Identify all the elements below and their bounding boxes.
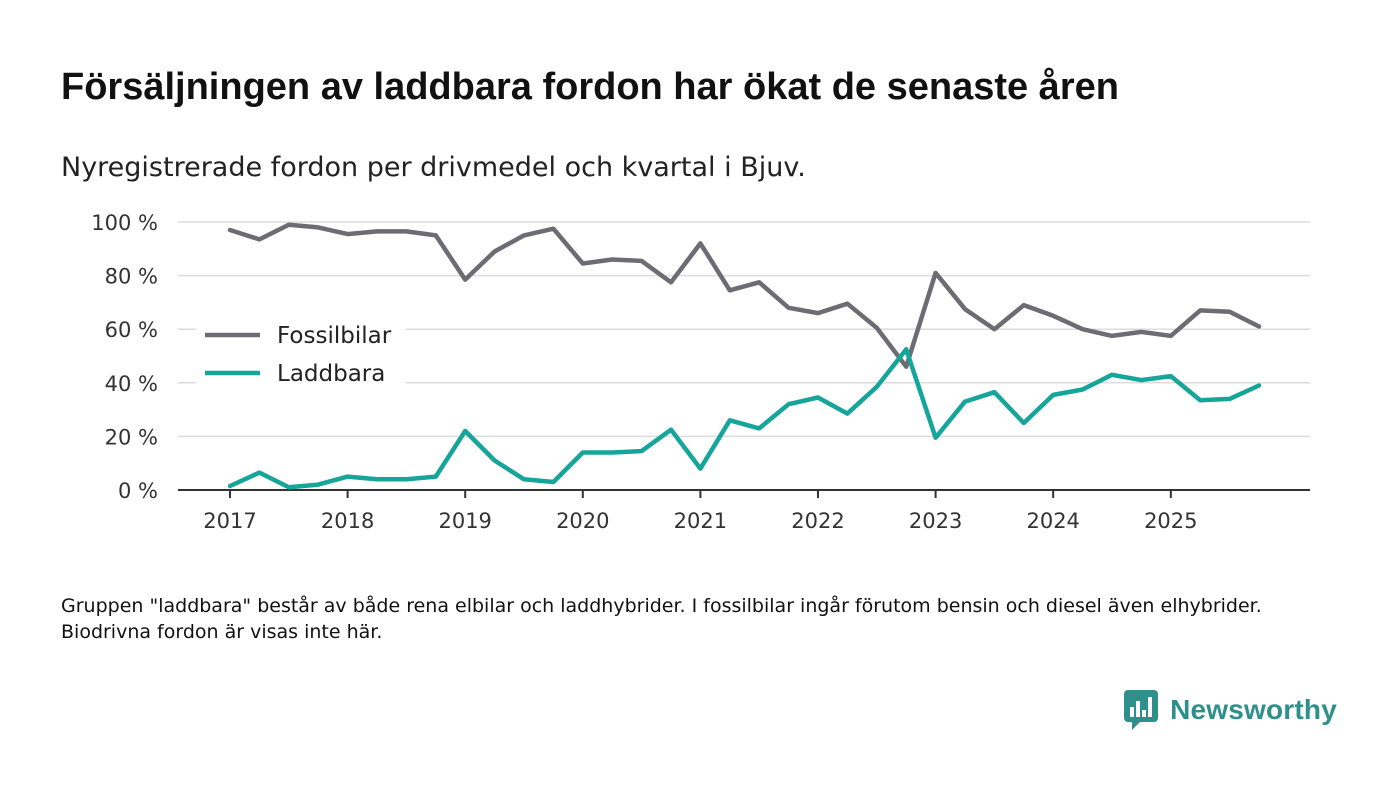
legend-background: [196, 312, 406, 394]
x-tick-label-2024: 2024: [1026, 509, 1079, 533]
x-tick-label-2017: 2017: [203, 509, 256, 533]
x-tick-label-2019: 2019: [438, 509, 491, 533]
y-tick-label-40: 40 %: [105, 372, 158, 396]
y-tick-label-80: 80 %: [105, 265, 158, 289]
brand-name: Newsworthy: [1170, 694, 1337, 725]
gridlines: [178, 221, 1310, 491]
x-axis-ticks: 2017 2018 2019 2020 2021 2022 2023 2024 2025: [203, 490, 1198, 533]
series-line-fossilbilar: [227, 222, 1262, 369]
y-tick-label-100: 100 %: [91, 211, 158, 235]
chart-title: Försäljningen av laddbara fordon har öka…: [61, 66, 1119, 108]
y-tick-label-60: 60 %: [105, 318, 158, 342]
legend: Fossilbilar Laddbara: [196, 312, 406, 394]
series-line-laddbara: [227, 347, 1262, 490]
y-tick-label-20: 20 %: [105, 425, 158, 449]
x-tick-label-2018: 2018: [321, 509, 374, 533]
legend-label-fossilbilar: Fossilbilar: [277, 323, 392, 349]
x-tick-label-2025: 2025: [1144, 509, 1197, 533]
x-tick-label-2022: 2022: [791, 509, 844, 533]
newsworthy-logo-icon: [1124, 690, 1159, 730]
x-tick-label-2020: 2020: [556, 509, 609, 533]
chart-subtitle: Nyregistrerade fordon per drivmedel och …: [61, 152, 806, 183]
brand-logo: Newsworthy: [1124, 690, 1337, 730]
series-lines: [227, 222, 1262, 490]
legend-label-laddbara: Laddbara: [277, 361, 385, 387]
x-tick-label-2021: 2021: [674, 509, 727, 533]
line-chart: 0 % 20 % 40 % 60 % 80 % 100 % 2017 2018 2019 202…: [91, 211, 1310, 533]
x-tick-label-2023: 2023: [909, 509, 962, 533]
y-tick-label-0: 0 %: [118, 479, 158, 503]
y-axis-ticks: 0 % 20 % 40 % 60 % 80 % 100 %: [91, 211, 158, 503]
footnote: Gruppen "laddbara" består av både rena e…: [61, 595, 1262, 643]
